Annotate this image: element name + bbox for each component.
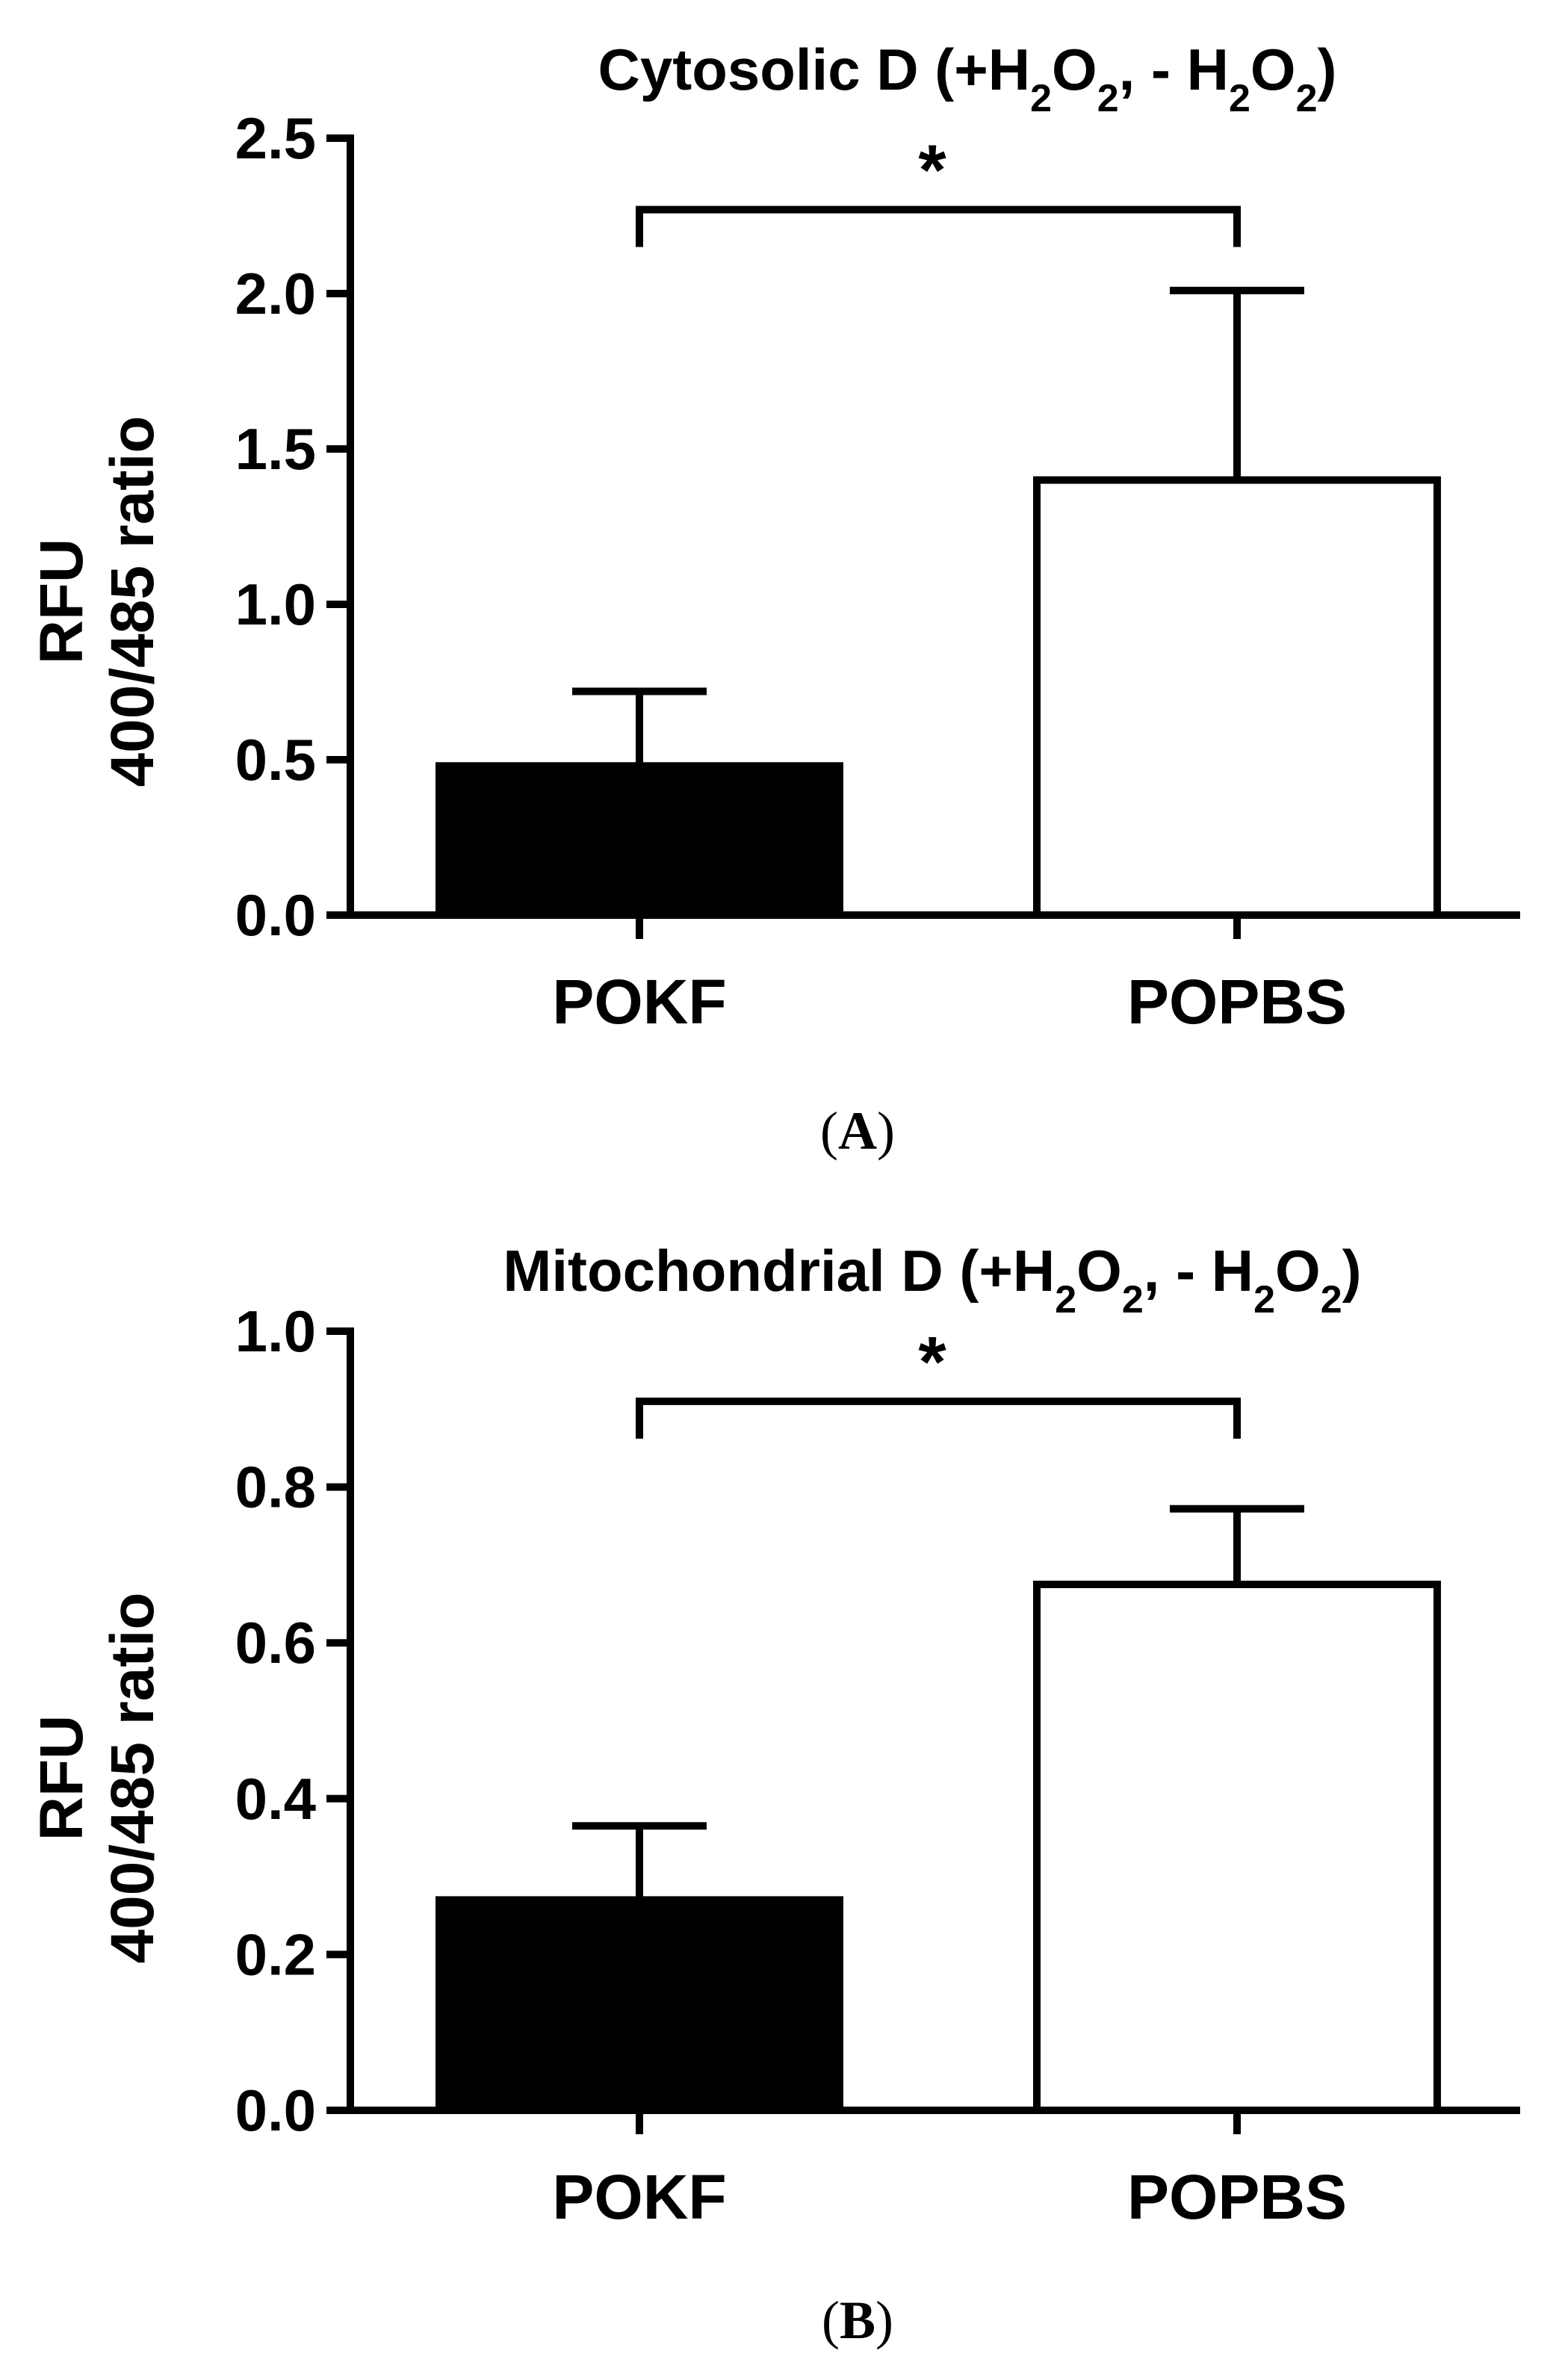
y-tick-label: 1.5 <box>235 416 316 482</box>
y-tick-label: 0.5 <box>235 727 316 793</box>
y-axis-title-b: RFU 400/485 ratio <box>28 1593 167 1964</box>
significance-label: * <box>918 131 946 211</box>
significance-bracket <box>636 1397 1241 1439</box>
y-tick-label: 0.0 <box>235 882 316 948</box>
bar <box>1033 476 1441 919</box>
x-tick-label: POKF <box>552 2162 726 2232</box>
y-tick-label: 1.0 <box>235 571 316 637</box>
x-tick-label: POPBS <box>1127 967 1347 1037</box>
x-tick-label: POKF <box>552 967 726 1037</box>
y-axis-title-a: RFU 400/485 ratio <box>28 416 167 787</box>
x-tick-label: POPBS <box>1127 2162 1347 2232</box>
y-axis-title-line2-a: 400/485 ratio <box>99 416 167 787</box>
y-tick-label: 2.5 <box>235 105 316 171</box>
chart-title-b: Mitochondrial D (+H2O2, - H2O2) <box>503 1238 1361 1321</box>
y-tick-label: 2.0 <box>235 261 316 326</box>
chart-panel-a: Cytosolic D (+H2O2, - H2O2) RFU 400/485 … <box>28 37 1520 1037</box>
chart-panel-b: Mitochondrial D (+H2O2, - H2O2) RFU 400/… <box>28 1238 1520 2232</box>
y-tick-label: 0.4 <box>235 1766 316 1832</box>
y-tick-label: 0.0 <box>235 2077 316 2143</box>
y-tick-label: 0.6 <box>235 1610 316 1676</box>
bar <box>435 762 843 919</box>
y-tick-label: 0.2 <box>235 1921 316 1987</box>
bar <box>1033 1580 1441 2115</box>
y-tick-label: 0.8 <box>235 1454 316 1520</box>
chart-title-a: Cytosolic D (+H2O2, - H2O2) <box>598 37 1337 120</box>
plot-area-b: 0.0 0.2 0.4 0.6 0.8 1.0 POKF POPBS * <box>235 1298 1520 2232</box>
panel-label-a: (A) <box>820 1101 895 1161</box>
significance-label: * <box>918 1322 946 1402</box>
y-axis-title-line1-b: RFU <box>28 1715 96 1841</box>
y-axis-title-line2-b: 400/485 ratio <box>99 1593 167 1964</box>
panel-label-b: (B) <box>822 2290 893 2350</box>
y-tick-label: 1.0 <box>235 1298 316 1364</box>
plot-area-a: 0.0 0.5 1.0 1.5 2.0 2.5 POKF POPBS * <box>235 105 1520 1037</box>
significance-bracket <box>636 205 1241 247</box>
bar <box>435 1896 843 2114</box>
y-axis-title-line1-a: RFU <box>28 539 96 665</box>
